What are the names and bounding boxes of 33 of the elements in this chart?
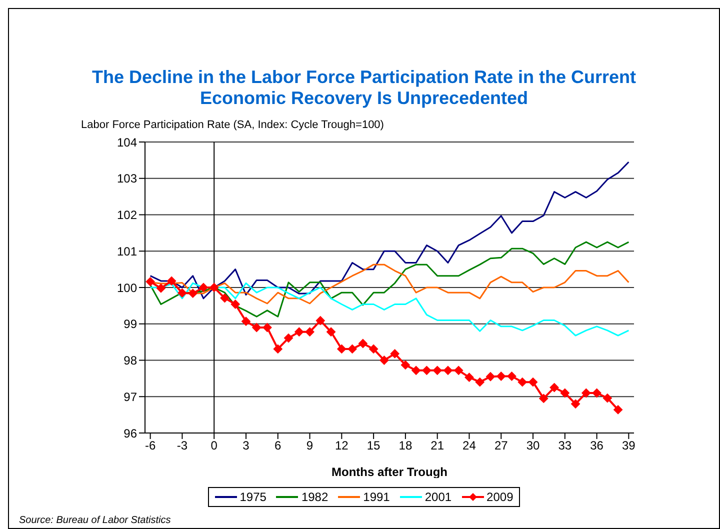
y-tick-label: 101 — [116, 244, 138, 258]
legend-label: 2009 — [486, 490, 514, 504]
y-tick-label: 103 — [116, 172, 138, 186]
x-tick-label: 18 — [398, 438, 412, 453]
legend-label: 1982 — [300, 490, 328, 504]
y-tick-label: 102 — [116, 208, 138, 222]
x-tick-label: 9 — [306, 438, 314, 453]
x-tick-label: 0 — [210, 438, 218, 453]
x-tick-label: 39 — [622, 438, 636, 453]
y-tick-label: 98 — [124, 354, 138, 368]
y-axis-title: Labor Force Participation Rate (SA, Index: Cycle Trough=100) — [81, 119, 384, 131]
x-tick-label: 33 — [558, 438, 572, 453]
legend-label: 1991 — [362, 490, 390, 504]
x-tick-label: -6 — [144, 438, 156, 453]
y-tick-label: 100 — [116, 280, 138, 295]
x-tick-label: 6 — [274, 438, 282, 453]
y-tick-label: 99 — [124, 317, 138, 332]
legend-label: 1975 — [238, 490, 266, 504]
x-tick-label: 30 — [526, 438, 540, 453]
x-tick-label: 24 — [462, 438, 476, 453]
source-note: Source: Bureau of Labor Statistics — [19, 515, 171, 526]
x-tick-label: 36 — [590, 438, 604, 453]
x-tick-label: -3 — [176, 438, 188, 453]
y-tick-label: 104 — [116, 135, 138, 150]
y-tick-label: 96 — [124, 426, 138, 440]
x-tick-label: 12 — [334, 438, 349, 453]
legend-label: 2001 — [424, 490, 452, 504]
x-tick-label: 21 — [430, 438, 444, 453]
x-tick-label: 15 — [366, 438, 381, 453]
y-tick-label: 97 — [124, 390, 138, 404]
x-tick-label: 27 — [494, 438, 508, 453]
chart-title: The Decline in the Labor Force Participation Rate in the Current Economic Recovery Is Unprecedented — [90, 67, 638, 109]
x-tick-label: 3 — [242, 438, 250, 453]
